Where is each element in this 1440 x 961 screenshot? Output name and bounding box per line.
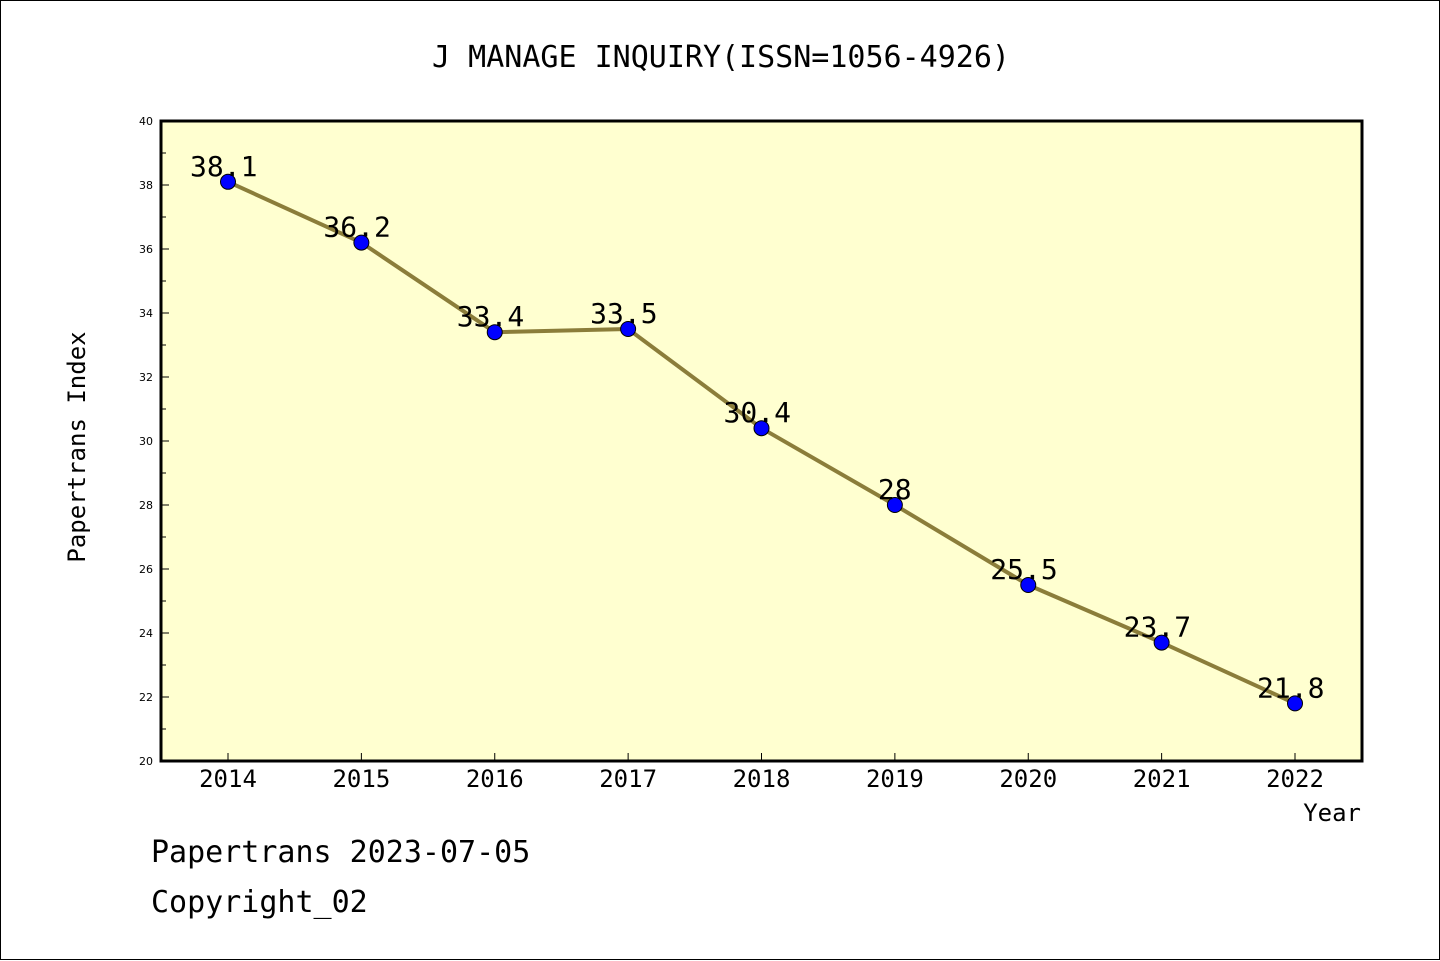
x-tick-label: 2014 bbox=[199, 765, 257, 793]
data-point bbox=[353, 234, 370, 251]
x-axis: 2014 2015 2016 2017 2018 2019 2020 2021 2022 bbox=[199, 753, 1324, 793]
y-tick-label: 22 bbox=[139, 691, 153, 704]
x-tick-label: 2022 bbox=[1266, 765, 1324, 793]
data-point bbox=[620, 321, 637, 337]
y-tick-label: 38 bbox=[139, 179, 153, 192]
data-point bbox=[486, 324, 503, 341]
chart-title: J MANAGE INQUIRY(ISSN=1056-4926) bbox=[432, 40, 1010, 75]
y-axis-label: Papertrans Index bbox=[63, 331, 91, 562]
data-point bbox=[1153, 634, 1170, 651]
x-tick-label: 2021 bbox=[1133, 765, 1191, 793]
x-tick-label: 2016 bbox=[466, 765, 524, 793]
y-tick-label: 30 bbox=[139, 435, 153, 448]
y-tick-label: 24 bbox=[139, 627, 153, 640]
x-tick-label: 2020 bbox=[999, 765, 1057, 793]
data-point bbox=[886, 497, 903, 513]
data-point bbox=[753, 420, 770, 437]
y-tick-label: 20 bbox=[139, 755, 153, 768]
x-tick-label: 2017 bbox=[599, 765, 657, 793]
footer-date: Papertrans 2023-07-05 bbox=[151, 835, 531, 870]
y-tick-label: 36 bbox=[139, 243, 153, 256]
y-tick-label: 26 bbox=[139, 563, 153, 576]
data-label: 21.8 bbox=[1257, 671, 1324, 704]
data-label: 33.4 bbox=[457, 300, 524, 333]
footer-copyright: Copyright_02 bbox=[151, 885, 368, 920]
plot-border bbox=[159, 119, 1364, 763]
x-tick-label: 2018 bbox=[733, 765, 791, 793]
y-tick-label: 34 bbox=[139, 307, 153, 320]
x-axis-label: Year bbox=[1303, 799, 1361, 827]
y-tick-label: 28 bbox=[139, 499, 153, 512]
data-label: 25.5 bbox=[990, 553, 1057, 586]
data-label: 36.2 bbox=[323, 211, 390, 244]
x-tick-label: 2019 bbox=[866, 765, 924, 793]
y-tick-label: 32 bbox=[139, 371, 153, 384]
data-point bbox=[1020, 577, 1037, 593]
y-axis: 20 22 24 26 28 30 32 34 36 38 40 bbox=[139, 115, 169, 768]
data-label: 23.7 bbox=[1124, 611, 1191, 644]
data-label: 38.1 bbox=[190, 150, 257, 183]
y-tick-label: 40 bbox=[139, 115, 153, 128]
data-point bbox=[1287, 695, 1303, 712]
plot-area bbox=[161, 121, 1362, 761]
data-point bbox=[220, 173, 236, 190]
series-group: 38.1 36.2 33.4 33.5 30.4 28 25.5 23.7 21.8 bbox=[190, 150, 1324, 712]
data-label: 28 bbox=[878, 473, 912, 506]
x-tick-label: 2015 bbox=[332, 765, 390, 793]
data-label: 33.5 bbox=[590, 297, 657, 330]
data-label: 30.4 bbox=[724, 396, 791, 429]
